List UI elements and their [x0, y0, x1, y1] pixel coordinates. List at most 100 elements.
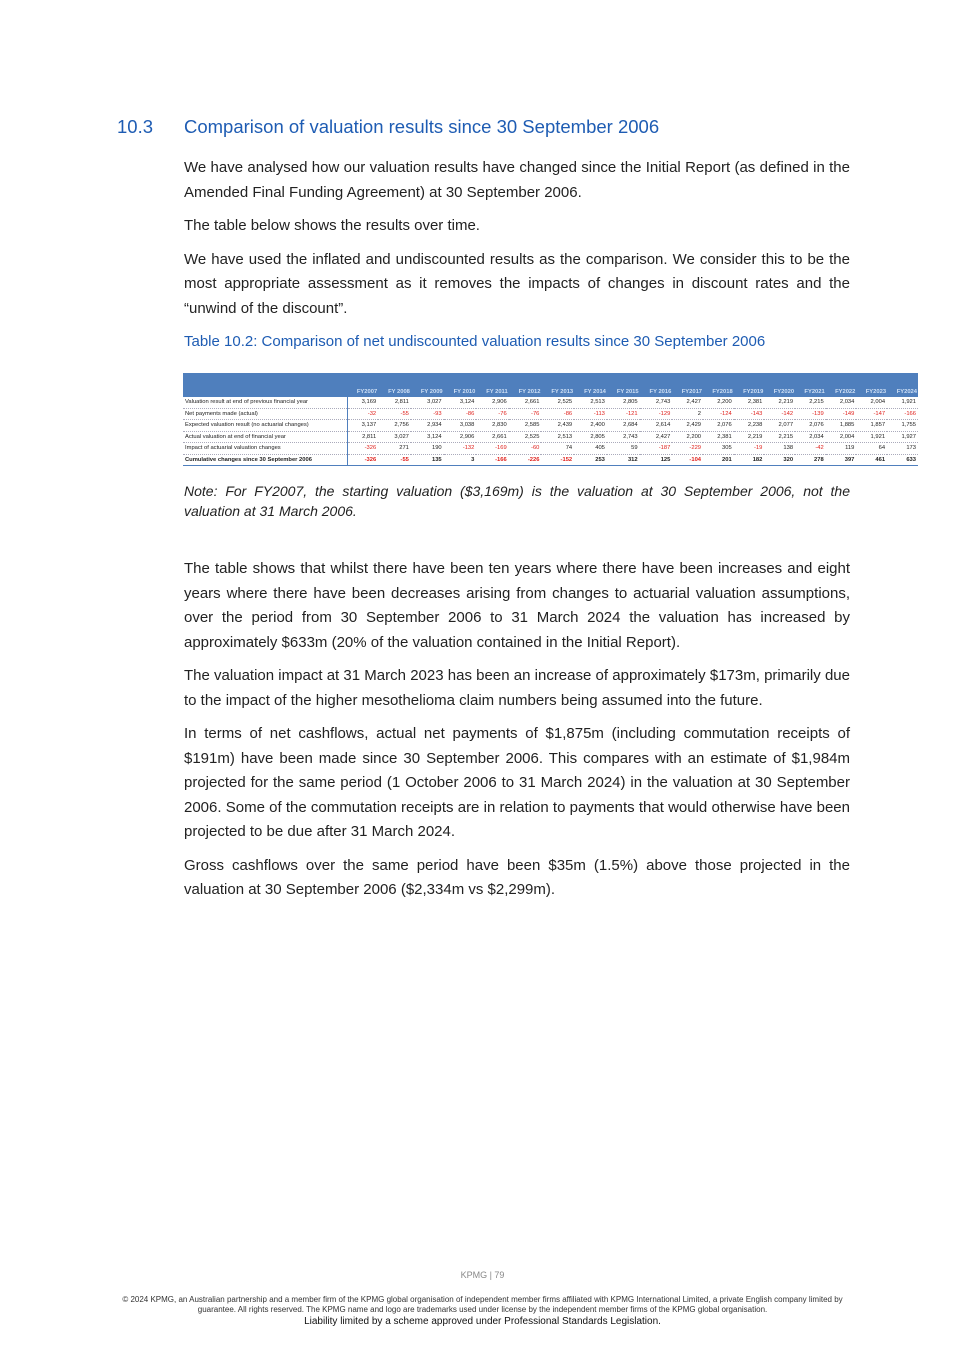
table-cell: -152 [541, 454, 575, 466]
table-cell: -86 [443, 408, 477, 420]
column-header: FY2023 [856, 387, 888, 397]
table-cell: 3,027 [410, 397, 444, 409]
table-cell: 2,684 [606, 419, 640, 432]
table-cell: 278 [795, 454, 826, 466]
table-row: Expected valuation result (no actuarial … [183, 419, 918, 432]
column-header: FY 2011 [476, 387, 509, 397]
table-cell: 2,934 [410, 419, 444, 432]
table-cell: 59 [606, 442, 640, 455]
column-header: FY 2013 [541, 387, 575, 397]
table-cell: 253 [574, 454, 607, 466]
table-cell: 2,238 [733, 419, 765, 432]
table-cell: 2,805 [606, 397, 640, 409]
table-cell: -132 [443, 442, 477, 455]
table-cell: 2,381 [733, 397, 765, 409]
table-row: Actual valuation at end of financial yea… [183, 431, 918, 443]
table-cell: -104 [672, 454, 704, 466]
table-cell: 2,525 [508, 431, 542, 443]
table-cell: 2,400 [574, 419, 607, 432]
table-cell: 2,004 [825, 431, 857, 443]
table-cell: 3,038 [443, 419, 477, 432]
table-cell: 3,124 [443, 397, 477, 409]
column-header: FY 2010 [443, 387, 477, 397]
column-header: FY2017 [672, 387, 704, 397]
table-cell: -19 [733, 442, 765, 455]
table-cell: -187 [639, 442, 673, 455]
table-cell: 3,169 [347, 397, 379, 409]
table-cell: 2,811 [378, 397, 411, 409]
column-header: FY2024 [887, 387, 918, 397]
table-cell: 2,034 [825, 397, 857, 409]
table-cell: 271 [378, 442, 411, 455]
row-label: Actual valuation at end of financial yea… [183, 431, 348, 443]
table-cell: -147 [856, 408, 888, 420]
table-cell: 2,906 [476, 397, 509, 409]
paragraph: We have used the inflated and undiscount… [184, 250, 850, 317]
table-cell: 2,811 [347, 431, 379, 443]
table-row: Impact of actuarial valuation changes -32… [183, 442, 918, 455]
table-cell: 2,427 [672, 397, 704, 409]
table-cell: -121 [606, 408, 640, 420]
table-cell: 2,513 [541, 431, 575, 443]
column-header: FY2019 [733, 387, 765, 397]
section-number: 10.3 [117, 116, 154, 137]
table-cell: 138 [764, 442, 796, 455]
column-header: FY2007 [347, 387, 379, 397]
table-cell: -129 [639, 408, 673, 420]
column-header: FY2020 [764, 387, 796, 397]
table-cell: -42 [795, 442, 826, 455]
table-cell: 312 [606, 454, 640, 466]
table-cell: 2,439 [541, 419, 575, 432]
table-cell: -32 [347, 408, 379, 420]
row-label: Net payments made (actual) [183, 408, 348, 420]
table-cell: 3 [443, 454, 477, 466]
table-cell: 2,219 [733, 431, 765, 443]
table-cell: -60 [508, 442, 542, 455]
column-header: FY 2012 [508, 387, 542, 397]
table-cell: 2,200 [703, 397, 734, 409]
table-cell: 1,927 [887, 431, 918, 443]
column-header: FY 2009 [410, 387, 444, 397]
table-cell: 125 [639, 454, 673, 466]
row-label: Cumulative changes since 30 September 20… [183, 454, 348, 466]
table-cell: -149 [825, 408, 857, 420]
table-cell: 119 [825, 442, 857, 455]
table-cell: 2,585 [508, 419, 542, 432]
table-cell: 2,219 [764, 397, 796, 409]
copyright-notice: © 2024 KPMG, an Australian partnership a… [122, 1295, 843, 1314]
table-cell: 2,661 [508, 397, 542, 409]
table-cell: 173 [887, 442, 918, 455]
column-header: FY 2016 [639, 387, 673, 397]
table-caption: Table 10.2: Comparison of net undiscount… [184, 333, 766, 350]
page-number: KPMG | 79 [460, 1270, 505, 1280]
table-cell: -76 [476, 408, 509, 420]
column-header: FY 2014 [574, 387, 607, 397]
table-cell: 397 [825, 454, 857, 466]
table-cell: 201 [703, 454, 734, 466]
table-cell: 2,661 [476, 431, 509, 443]
table-cell: 2,004 [856, 397, 888, 409]
table-cell: -142 [764, 408, 796, 420]
paragraph: The table below shows the results over t… [184, 217, 480, 234]
section-title: Comparison of valuation results since 30… [184, 116, 660, 137]
table-cell: 2,215 [764, 431, 796, 443]
table-cell: 2,830 [476, 419, 509, 432]
table-cell: -229 [672, 442, 704, 455]
table-cell: -166 [887, 408, 918, 420]
column-header: FY 2015 [606, 387, 640, 397]
table-cell: 2,614 [639, 419, 673, 432]
table-cell: 135 [410, 454, 444, 466]
table-cell: 2,743 [606, 431, 640, 443]
table-cell: 633 [887, 454, 918, 466]
table-cell: -169 [476, 442, 509, 455]
table-cell: -93 [410, 408, 444, 420]
table-cell: -86 [541, 408, 575, 420]
liability-notice: Liability limited by a scheme approved u… [304, 1316, 661, 1327]
column-header: FY2021 [795, 387, 826, 397]
table-cell: 1,921 [887, 397, 918, 409]
column-header: FY2018 [703, 387, 734, 397]
row-label: Expected valuation result (no actuarial … [183, 419, 348, 432]
table-row: Net payments made (actual) -32 -55 -93 -86 -7… [183, 408, 918, 420]
valuation-table: FY2007 FY 2008 FY 2009 FY 2010 FY 2011 FY 201… [183, 373, 918, 466]
paragraph: The table shows that whilst there have b… [184, 560, 850, 651]
